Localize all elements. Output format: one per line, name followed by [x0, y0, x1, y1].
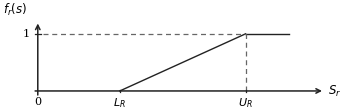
Text: $S_r$: $S_r$ [327, 83, 341, 99]
Text: 1: 1 [22, 29, 30, 39]
Text: 0: 0 [34, 97, 41, 107]
Text: $f_r(s)$: $f_r(s)$ [3, 2, 27, 18]
Text: $U_R$: $U_R$ [238, 97, 253, 110]
Text: $L_R$: $L_R$ [114, 97, 126, 110]
